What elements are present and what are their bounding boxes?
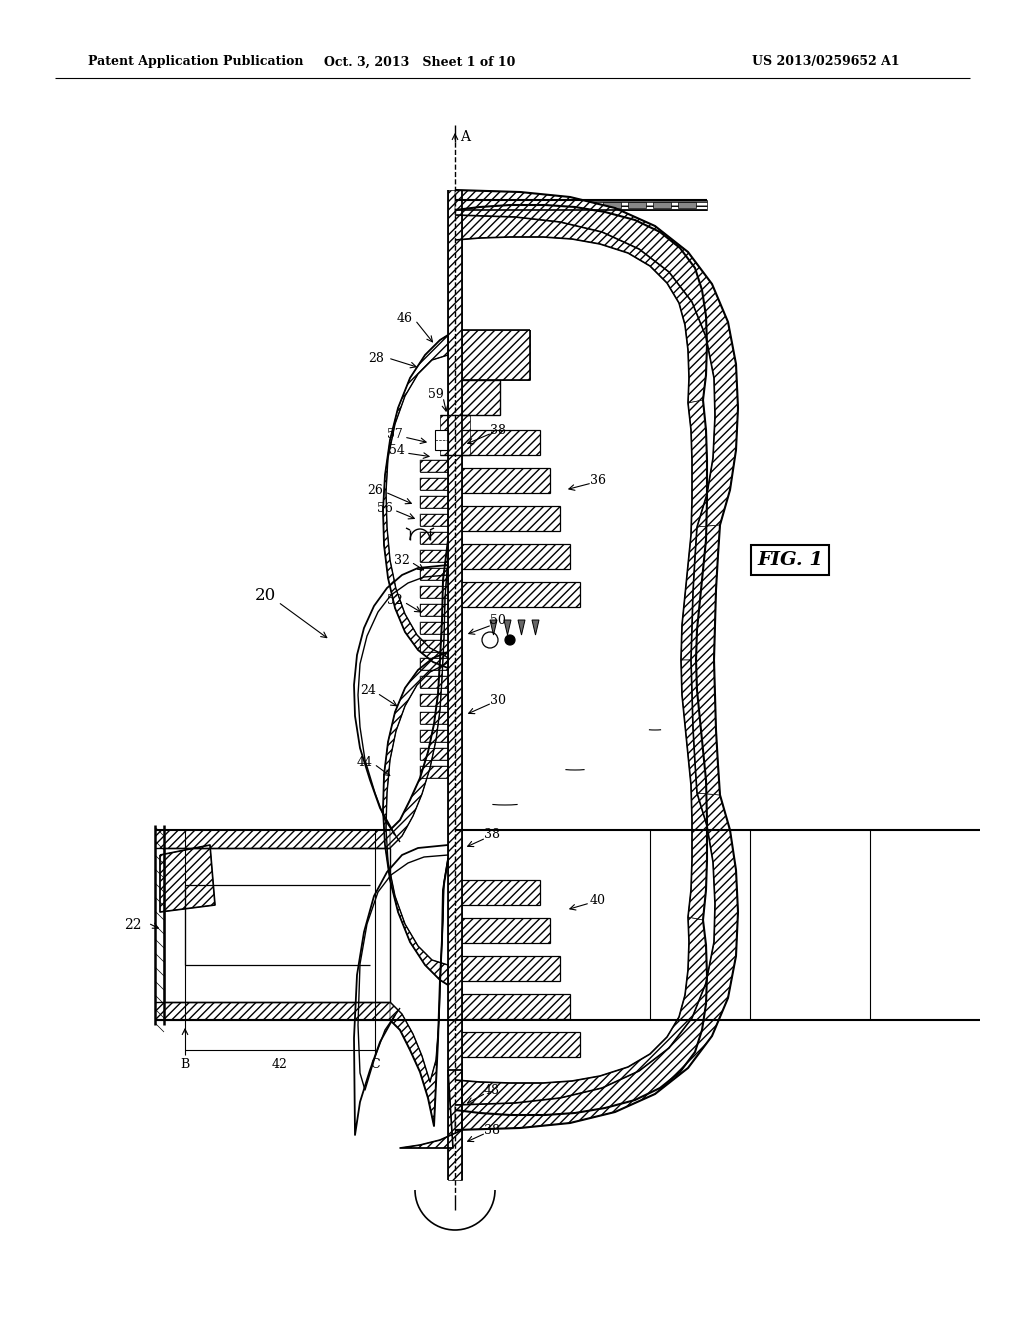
Polygon shape bbox=[462, 1032, 580, 1057]
Text: 42: 42 bbox=[272, 1057, 288, 1071]
Polygon shape bbox=[681, 660, 707, 920]
Text: 40: 40 bbox=[590, 894, 606, 907]
Polygon shape bbox=[420, 605, 449, 616]
Polygon shape bbox=[462, 469, 550, 492]
Polygon shape bbox=[462, 956, 560, 981]
Polygon shape bbox=[420, 496, 449, 508]
Text: 57: 57 bbox=[387, 429, 402, 441]
Text: 20: 20 bbox=[254, 586, 275, 603]
Text: 59: 59 bbox=[428, 388, 443, 401]
Polygon shape bbox=[532, 620, 539, 635]
Text: 44: 44 bbox=[357, 755, 373, 768]
Text: 26: 26 bbox=[367, 483, 383, 496]
Polygon shape bbox=[420, 478, 449, 490]
Polygon shape bbox=[455, 201, 707, 210]
Polygon shape bbox=[462, 380, 500, 414]
Text: 46: 46 bbox=[397, 312, 413, 325]
Polygon shape bbox=[455, 190, 738, 527]
Circle shape bbox=[505, 635, 515, 645]
Polygon shape bbox=[435, 430, 449, 450]
Polygon shape bbox=[462, 917, 550, 942]
Text: 36: 36 bbox=[590, 474, 606, 487]
Text: C: C bbox=[371, 1057, 380, 1071]
Polygon shape bbox=[420, 640, 449, 652]
Polygon shape bbox=[462, 430, 540, 455]
Polygon shape bbox=[691, 525, 720, 795]
Polygon shape bbox=[390, 540, 449, 847]
Text: 32: 32 bbox=[394, 553, 410, 566]
Text: 28: 28 bbox=[368, 351, 384, 364]
Text: 30: 30 bbox=[490, 693, 506, 706]
Polygon shape bbox=[462, 330, 530, 380]
Polygon shape bbox=[400, 1071, 462, 1148]
Polygon shape bbox=[155, 1002, 390, 1020]
Polygon shape bbox=[420, 766, 449, 777]
Polygon shape bbox=[420, 748, 449, 760]
Polygon shape bbox=[420, 550, 449, 562]
Text: 56: 56 bbox=[377, 502, 393, 515]
Text: 50: 50 bbox=[490, 614, 506, 627]
Polygon shape bbox=[420, 586, 449, 598]
Polygon shape bbox=[462, 506, 560, 531]
Polygon shape bbox=[420, 459, 449, 473]
Text: 22: 22 bbox=[124, 917, 141, 932]
Text: B: B bbox=[180, 1057, 189, 1071]
Text: US 2013/0259652 A1: US 2013/0259652 A1 bbox=[753, 55, 900, 69]
Polygon shape bbox=[420, 694, 449, 706]
Polygon shape bbox=[420, 532, 449, 544]
Polygon shape bbox=[383, 649, 449, 985]
Polygon shape bbox=[155, 830, 390, 847]
Polygon shape bbox=[653, 202, 671, 209]
Text: 38: 38 bbox=[484, 1123, 500, 1137]
Polygon shape bbox=[553, 202, 571, 209]
Text: 38: 38 bbox=[490, 424, 506, 437]
Polygon shape bbox=[420, 730, 449, 742]
Polygon shape bbox=[420, 711, 449, 723]
Polygon shape bbox=[440, 414, 470, 455]
Polygon shape bbox=[628, 202, 646, 209]
Polygon shape bbox=[578, 202, 596, 209]
Text: 54: 54 bbox=[389, 445, 404, 458]
Polygon shape bbox=[420, 568, 449, 579]
Text: 38: 38 bbox=[484, 829, 500, 842]
Polygon shape bbox=[420, 676, 449, 688]
Polygon shape bbox=[420, 622, 449, 634]
Polygon shape bbox=[603, 202, 621, 209]
Polygon shape bbox=[462, 582, 580, 607]
Polygon shape bbox=[490, 620, 497, 635]
Polygon shape bbox=[449, 190, 462, 1180]
Polygon shape bbox=[504, 620, 511, 635]
Text: A: A bbox=[460, 129, 470, 144]
Polygon shape bbox=[390, 858, 449, 1126]
Polygon shape bbox=[383, 335, 449, 671]
Polygon shape bbox=[462, 994, 570, 1019]
Polygon shape bbox=[681, 400, 707, 660]
Polygon shape bbox=[462, 880, 540, 906]
Polygon shape bbox=[528, 202, 546, 209]
Polygon shape bbox=[420, 513, 449, 525]
Text: 48: 48 bbox=[484, 1084, 500, 1097]
Text: 52: 52 bbox=[387, 594, 402, 606]
Polygon shape bbox=[455, 205, 707, 403]
Text: 24: 24 bbox=[360, 684, 376, 697]
Polygon shape bbox=[462, 544, 570, 569]
Polygon shape bbox=[518, 620, 525, 635]
Polygon shape bbox=[678, 202, 696, 209]
Polygon shape bbox=[420, 657, 449, 671]
Polygon shape bbox=[160, 845, 215, 912]
Text: FIG. 1: FIG. 1 bbox=[757, 550, 823, 569]
Polygon shape bbox=[455, 793, 738, 1130]
Text: Oct. 3, 2013   Sheet 1 of 10: Oct. 3, 2013 Sheet 1 of 10 bbox=[325, 55, 516, 69]
Text: Patent Application Publication: Patent Application Publication bbox=[88, 55, 303, 69]
Polygon shape bbox=[455, 917, 707, 1115]
